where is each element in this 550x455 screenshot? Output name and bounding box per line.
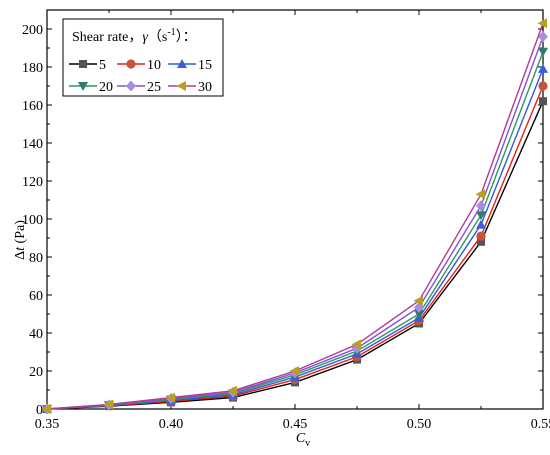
y-tick-label: 0 (36, 403, 43, 418)
data-point (475, 189, 485, 200)
y-tick-label: 140 (22, 137, 43, 152)
legend-label: 5 (99, 58, 106, 73)
legend-label: 25 (147, 80, 161, 95)
y-axis-title-variable: t (13, 246, 28, 251)
legend-item-30: 30 (168, 80, 212, 95)
legend-title-unit-close: ）： (176, 29, 197, 45)
data-point (537, 18, 547, 29)
legend-title-main: Shear rate (72, 30, 128, 45)
data-point (351, 339, 361, 350)
y-tick-label: 180 (22, 61, 43, 76)
x-axis-title-main: C (296, 431, 306, 446)
x-tick-label: 0.45 (283, 417, 308, 432)
legend-item-5: 5 (69, 58, 106, 73)
data-point (538, 81, 548, 91)
legend-swatch-marker (79, 60, 87, 68)
series-10 (42, 81, 548, 414)
data-point (477, 237, 485, 246)
legend-box (62, 18, 224, 97)
legend-swatch-marker (176, 81, 186, 91)
y-tick-label: 100 (22, 213, 43, 228)
legend-swatch-marker (78, 82, 88, 91)
data-point (414, 310, 424, 319)
legend-item-15: 15 (168, 58, 212, 73)
series-20 (42, 47, 548, 414)
y-tick-label: 60 (29, 289, 43, 304)
data-point (289, 366, 299, 376)
legend: Shear rate，γ（s-1）： 5 10 15 20 25 30 (62, 18, 224, 97)
series-line (46, 51, 544, 410)
x-tick-label: 0.35 (35, 417, 60, 432)
legend-item-20: 20 (69, 80, 113, 95)
data-point (476, 211, 486, 221)
data-point (538, 47, 548, 57)
data-point (476, 231, 486, 241)
x-tick-label: 0.50 (407, 417, 432, 432)
data-point (476, 219, 486, 229)
data-point (41, 404, 51, 414)
legend-title-gamma: γ (142, 30, 148, 45)
y-axis-title: Δt (Pa) (13, 220, 28, 260)
data-point (103, 399, 113, 410)
y-tick-label: 80 (29, 251, 43, 266)
legend-title: Shear rate，γ（s-1）： (72, 27, 197, 45)
data-point (538, 63, 548, 73)
data-point (413, 295, 423, 306)
data-point (227, 385, 237, 396)
y-tick-label: 20 (29, 365, 43, 380)
y-axis-title-unit: (Pa) (13, 220, 28, 247)
y-tick-label: 40 (29, 327, 43, 342)
legend-label: 10 (147, 58, 161, 73)
y-tick-label: 200 (22, 23, 43, 38)
series-line (46, 100, 544, 410)
legend-title-separator: ， (128, 30, 142, 45)
legend-item-10: 10 (117, 58, 161, 73)
legend-title-unit-open: （s (148, 29, 167, 45)
y-tick-label: 160 (22, 99, 43, 114)
legend-swatch-marker (177, 59, 187, 68)
legend-label: 15 (198, 58, 212, 73)
data-point (538, 31, 548, 43)
x-axis-title: Cv (296, 431, 310, 449)
series-line (46, 68, 544, 410)
series-15 (42, 63, 548, 413)
series-30 (41, 18, 547, 414)
x-tick-label: 0.40 (159, 417, 184, 432)
series-line (46, 85, 544, 410)
legend-title-unit-exponent: -1 (167, 27, 175, 38)
data-point (165, 392, 175, 403)
x-axis-title-subscript: v (305, 438, 310, 449)
series-5 (43, 97, 547, 413)
legend-swatch-marker (126, 59, 136, 69)
legend-swatch-marker (126, 80, 136, 92)
series-layer (41, 18, 548, 415)
y-tick-label: 120 (22, 175, 43, 190)
legend-label: 20 (99, 80, 113, 95)
legend-label: 30 (198, 80, 212, 95)
data-point (539, 97, 547, 106)
x-tick-label: 0.55 (531, 417, 550, 432)
legend-item-25: 25 (117, 80, 161, 95)
y-axis-title-prefix: Δ (13, 251, 28, 260)
axes-layer: 0.35 0.40 0.45 0.50 0.55 0 20 40 60 80 100 120 140 16… (22, 9, 550, 432)
data-point (476, 200, 486, 212)
